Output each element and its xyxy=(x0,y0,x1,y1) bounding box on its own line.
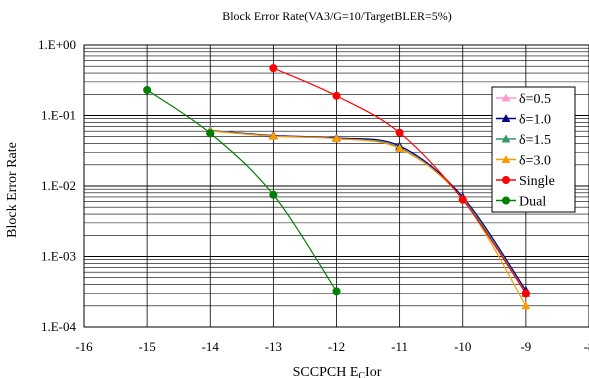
x-tick-label: -13 xyxy=(265,339,282,354)
y-tick-label: 1.E-04 xyxy=(41,319,77,334)
x-tick-label: -15 xyxy=(138,339,155,354)
x-axis-label-tail: Ior xyxy=(365,365,382,378)
legend-label: δ=0.5 xyxy=(519,92,551,107)
legend-entry: δ=1.0 xyxy=(496,113,551,128)
legend-label: Dual xyxy=(519,195,546,210)
legend-entry: δ=3.0 xyxy=(496,154,551,169)
legend-marker xyxy=(501,93,511,102)
tick-labels: -16 -15 -14 -13 -12 -11 -10 -9 -8 1.E-04 1.E-03 1.E… xyxy=(38,37,589,354)
x-tick-label: -11 xyxy=(391,339,408,354)
data-point xyxy=(269,64,278,73)
legend-label: δ=3.0 xyxy=(519,154,551,169)
data-point xyxy=(521,289,530,298)
legend-entry: δ=1.5 xyxy=(496,133,551,148)
x-tick-label: -8 xyxy=(584,339,589,354)
series-5 xyxy=(143,85,341,296)
data-point xyxy=(332,91,341,100)
x-axis-label-subscript: C xyxy=(358,371,365,378)
y-tick-label: 1.E-02 xyxy=(41,178,76,193)
x-tick-label: -12 xyxy=(328,339,345,354)
data-point xyxy=(206,129,215,138)
legend-entry: δ=0.5 xyxy=(496,92,551,107)
legend-marker xyxy=(502,176,510,184)
series xyxy=(143,64,531,310)
y-tick-label: 1.E+00 xyxy=(38,37,76,52)
y-tick-label: 1.E-01 xyxy=(41,108,76,123)
x-tick-label: -16 xyxy=(75,339,93,354)
data-point xyxy=(269,190,278,199)
x-axis-label: SCCPCH ECIor xyxy=(293,365,382,378)
data-point xyxy=(521,301,531,310)
chart-title: Block Error Rate(VA3/G=10/TargetBLER=5%) xyxy=(222,9,452,23)
legend-box xyxy=(491,86,576,213)
legend-entry: Dual xyxy=(496,195,546,210)
legend-label: δ=1.5 xyxy=(519,133,551,148)
legend-entry: Single xyxy=(496,174,555,189)
legend-label: δ=1.0 xyxy=(519,113,551,128)
y-tick-label: 1.E-03 xyxy=(41,249,76,264)
data-point xyxy=(395,128,404,137)
data-point xyxy=(268,131,278,140)
legend: δ=0.5 δ=1.0 δ=1.5 δ=3.0 Single Dual xyxy=(491,86,576,213)
series-line xyxy=(146,89,338,292)
x-tick-label: -10 xyxy=(454,339,471,354)
legend-marker xyxy=(501,113,511,122)
legend-marker xyxy=(501,134,511,143)
data-point xyxy=(395,144,405,152)
data-point xyxy=(143,85,152,94)
x-tick-label: -9 xyxy=(520,339,531,354)
legend-marker xyxy=(501,154,511,163)
series-4 xyxy=(269,64,530,298)
legend-label: Single xyxy=(519,174,555,189)
legend-marker xyxy=(502,196,510,205)
series-line xyxy=(273,67,527,294)
data-point xyxy=(332,287,341,296)
data-point xyxy=(332,134,341,143)
x-tick-label: -14 xyxy=(202,339,220,354)
plot-area xyxy=(83,44,589,328)
y-axis-label: Block Error Rate xyxy=(5,142,20,238)
data-point xyxy=(458,195,467,204)
x-axis-label-main: SCCPCH E xyxy=(293,365,359,378)
